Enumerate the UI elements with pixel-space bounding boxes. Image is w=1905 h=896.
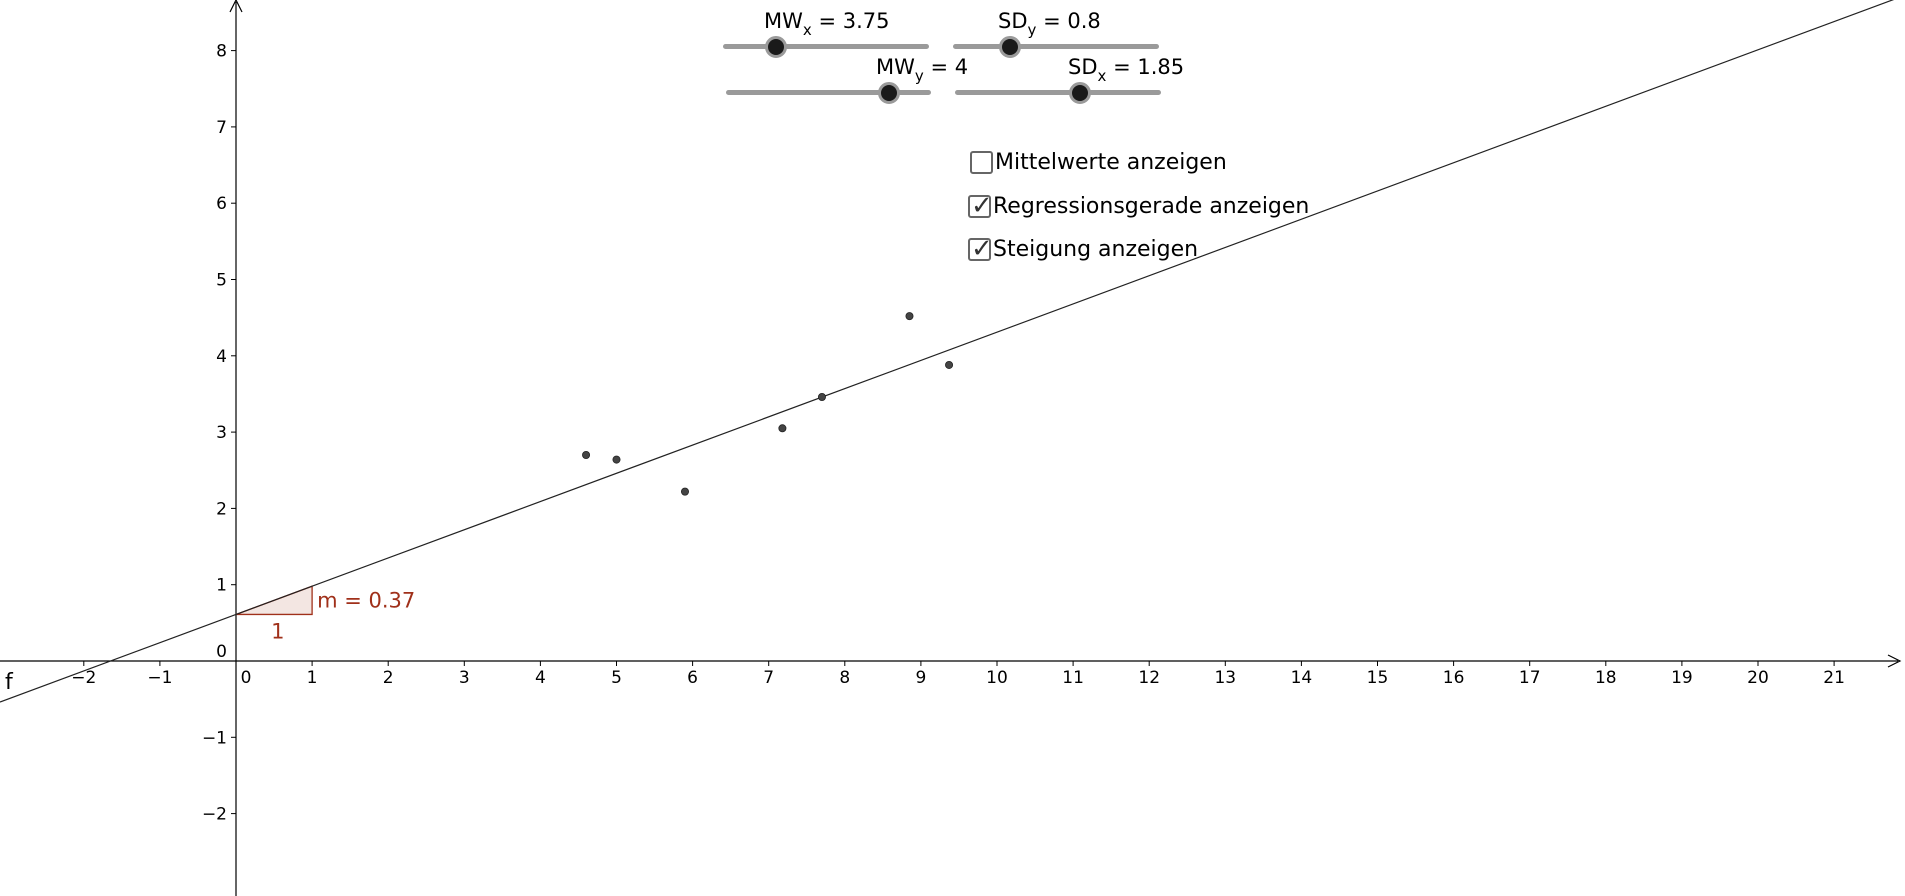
x-tick-label: 12 <box>1138 668 1160 688</box>
y-tick-label: −2 <box>202 805 227 825</box>
x-tick-label: 9 <box>915 668 926 688</box>
x-axis-arrow <box>1887 654 1902 668</box>
slider-mw-y-knob[interactable] <box>878 82 900 104</box>
slider-sd-y-knob[interactable] <box>999 36 1021 58</box>
y-tick-label: 3 <box>216 423 227 443</box>
y-tick-label: 6 <box>216 194 227 214</box>
slope-triangle: m = 0.37 1 <box>235 585 415 643</box>
data-point[interactable] <box>612 455 621 464</box>
regression-line-group[interactable]: f <box>0 0 1905 703</box>
checkbox-steigung-label[interactable]: Steigung anzeigen <box>993 237 1199 262</box>
x-tick-label: 6 <box>687 668 698 688</box>
checkbox-mittelwerte-label[interactable]: Mittelwerte anzeigen <box>995 150 1227 175</box>
y-tick-label: −1 <box>202 728 227 748</box>
x-tick-label: 21 <box>1823 668 1845 688</box>
x-tick-label: −1 <box>147 668 172 688</box>
x-tick-label: 0 <box>241 668 252 688</box>
data-point[interactable] <box>945 360 954 369</box>
y-tick-label: 7 <box>216 118 227 138</box>
x-tick-label: 3 <box>459 668 470 688</box>
slope-label: m = 0.37 <box>317 588 415 612</box>
slider-mw-x-knob[interactable] <box>765 36 787 58</box>
y-tick-label: 8 <box>216 42 227 62</box>
data-points[interactable] <box>582 312 954 496</box>
y-tick-label: 5 <box>216 271 227 291</box>
slider-mw-x-track[interactable] <box>723 44 929 49</box>
y-axis-arrow <box>229 0 243 13</box>
y-tick-label: 2 <box>216 499 227 519</box>
slider-sd-y-track[interactable] <box>953 44 1159 49</box>
data-point[interactable] <box>680 487 689 496</box>
checkbox-steigung[interactable]: ✓ Steigung anzeigen <box>968 234 1199 264</box>
y-tick-label: 4 <box>216 347 227 367</box>
x-tick-label: 16 <box>1443 668 1465 688</box>
slider-mw-y-label: MWy = 4 <box>876 55 969 85</box>
regression-line-label: f <box>5 670 14 695</box>
axis-ticks: −2 −1 0 1 2 3 4 5 6 7 8 9 10 11 12 13 14 15 16 17 18 19 20 21−2… <box>71 42 1845 825</box>
checkbox-mittelwerte[interactable]: Mittelwerte anzeigen <box>970 150 1227 175</box>
checkbox-regressionsgerade[interactable]: ✓ Regressionsgerade anzeigen <box>968 191 1310 221</box>
checkmark-icon: ✓ <box>971 191 993 221</box>
data-point[interactable] <box>778 424 787 433</box>
x-tick-label: 7 <box>763 668 774 688</box>
x-tick-label: 2 <box>383 668 394 688</box>
slider-sd-y-label: SDy = 0.8 <box>998 9 1101 39</box>
checkbox-steigung-box[interactable]: ✓ <box>968 234 993 264</box>
y-tick-label: 0 <box>216 642 227 662</box>
slope-run-label: 1 <box>271 619 284 643</box>
x-tick-label: 18 <box>1595 668 1617 688</box>
x-tick-label: 13 <box>1214 668 1236 688</box>
checkbox-regressionsgerade-box[interactable]: ✓ <box>968 191 993 221</box>
slider-sd-x-track[interactable] <box>955 90 1161 95</box>
checkbox-mittelwerte-box[interactable] <box>970 151 993 174</box>
y-tick-label: 1 <box>216 576 227 596</box>
regression-line[interactable] <box>0 0 1905 703</box>
x-tick-label: 15 <box>1367 668 1389 688</box>
slider-mw-x-label: MWx = 3.75 <box>764 9 890 39</box>
x-tick-label: 8 <box>839 668 850 688</box>
data-point[interactable] <box>817 393 826 402</box>
x-tick-label: 20 <box>1747 668 1769 688</box>
slider-sd-x-knob[interactable] <box>1069 82 1091 104</box>
x-tick-label: 5 <box>611 668 622 688</box>
checkmark-icon: ✓ <box>971 234 993 264</box>
x-tick-label: 19 <box>1671 668 1693 688</box>
slider-mw-y-track[interactable] <box>726 90 931 95</box>
x-tick-label: 17 <box>1519 668 1541 688</box>
x-tick-label: 1 <box>307 668 318 688</box>
x-tick-label: 10 <box>986 668 1008 688</box>
slider-sd-x-label: SDx = 1.85 <box>1068 55 1185 85</box>
x-tick-label: 11 <box>1062 668 1084 688</box>
checkbox-regressionsgerade-label[interactable]: Regressionsgerade anzeigen <box>993 194 1310 219</box>
data-point[interactable] <box>582 450 591 459</box>
x-tick-label: 14 <box>1291 668 1313 688</box>
data-point[interactable] <box>905 312 914 321</box>
x-tick-label: 4 <box>535 668 546 688</box>
